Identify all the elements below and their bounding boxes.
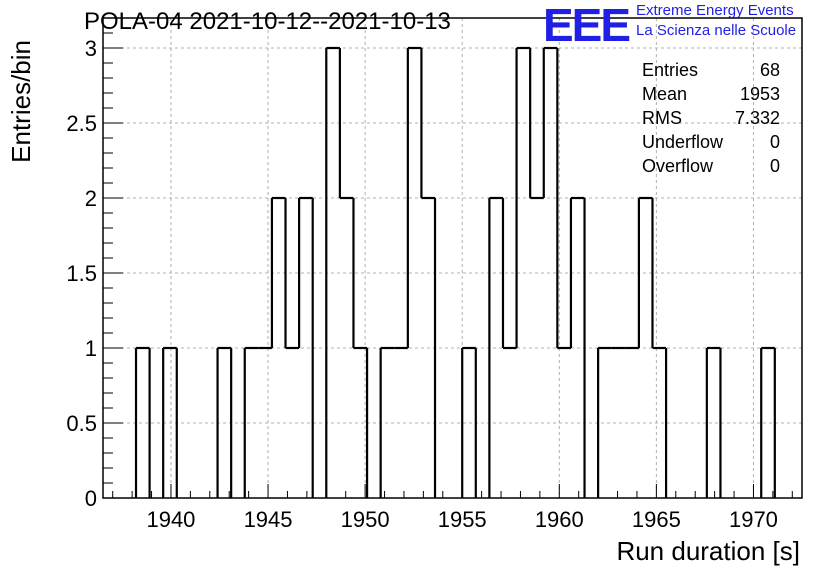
axis-tick-labels: 1940 1945 1950 1955 1960 1965 1970 0 0.5 1 1.5 2 2.5… — [66, 36, 778, 532]
grid-lines — [103, 18, 802, 498]
logo-caption-line1: Extreme Energy Events — [636, 2, 794, 19]
histogram-bin — [420, 48, 436, 200]
histogram-bin — [243, 346, 259, 498]
x-tick-label: 1960 — [535, 507, 584, 532]
histogram-bin — [352, 198, 368, 350]
y-tick-label: 2.5 — [66, 111, 97, 136]
chart-title: POLA-04 2021-10-12--2021-10-13 — [84, 8, 451, 35]
x-tick-label: 1940 — [146, 507, 195, 532]
histogram-bin — [284, 198, 300, 350]
histogram-bin — [216, 346, 232, 498]
histogram-bin — [461, 346, 476, 498]
histogram-bin — [270, 196, 286, 348]
stat-value: 7.332 — [734, 108, 780, 128]
histogram-bin — [298, 196, 313, 348]
stat-label: Mean — [642, 84, 688, 104]
stat-label: Underflow — [642, 132, 724, 152]
histogram-bin — [501, 198, 517, 350]
stat-label: RMS — [642, 108, 682, 128]
histogram-bin — [162, 346, 177, 498]
stat-label: Entries — [642, 60, 699, 80]
eee-logo: EEE — [543, 0, 631, 51]
y-axis-label: Entries/bin — [6, 40, 36, 163]
axis-ticks — [103, 17, 793, 499]
histogram-bars — [134, 46, 776, 498]
histogram-bin — [325, 46, 340, 498]
histogram-bin — [379, 346, 395, 498]
histogram-bin — [705, 346, 721, 498]
histogram-bin — [529, 48, 544, 200]
x-tick-label: 1965 — [632, 507, 681, 532]
x-axis-label: Run duration [s] — [616, 536, 800, 566]
stat-value: 0 — [769, 156, 780, 176]
stats-box: Entries 68 Mean 1953 RMS 7.332 Underflow… — [642, 60, 780, 180]
stat-label: Overflow — [642, 156, 714, 176]
x-tick-label: 1945 — [244, 507, 293, 532]
x-tick-label: 1950 — [341, 507, 390, 532]
histogram-bin — [515, 46, 531, 348]
stat-value: 68 — [759, 60, 780, 80]
histogram-bin — [569, 196, 585, 348]
histogram-bin — [651, 198, 667, 350]
y-tick-label: 0 — [85, 486, 97, 511]
histogram-bin — [134, 346, 150, 498]
y-tick-label: 2 — [85, 186, 97, 211]
y-tick-label: 3 — [85, 36, 97, 61]
histogram-bin — [556, 48, 571, 350]
stats-row-entries: Entries 68 — [642, 60, 780, 84]
histogram-bin — [406, 46, 422, 348]
stat-value: 0 — [769, 132, 780, 152]
histogram-bin — [760, 346, 776, 498]
stats-row-underflow: Underflow 0 — [642, 132, 780, 156]
histogram-bin — [637, 196, 653, 348]
y-tick-label: 1 — [85, 336, 97, 361]
stat-value: 1953 — [739, 84, 780, 104]
logo-caption-line2: La Scienza nelle Scuole — [636, 22, 797, 39]
histogram-bin — [488, 196, 503, 498]
stats-row-rms: RMS 7.332 — [642, 108, 780, 132]
y-tick-label: 0.5 — [66, 411, 97, 436]
x-tick-label: 1955 — [438, 507, 487, 532]
y-tick-label: 1.5 — [66, 261, 97, 286]
histogram-bin — [542, 46, 558, 198]
histogram-bin — [597, 346, 612, 498]
histogram-bin — [338, 48, 354, 200]
stats-row-overflow: Overflow 0 — [642, 156, 780, 180]
x-tick-label: 1970 — [729, 507, 778, 532]
stats-row-mean: Mean 1953 — [642, 84, 780, 108]
